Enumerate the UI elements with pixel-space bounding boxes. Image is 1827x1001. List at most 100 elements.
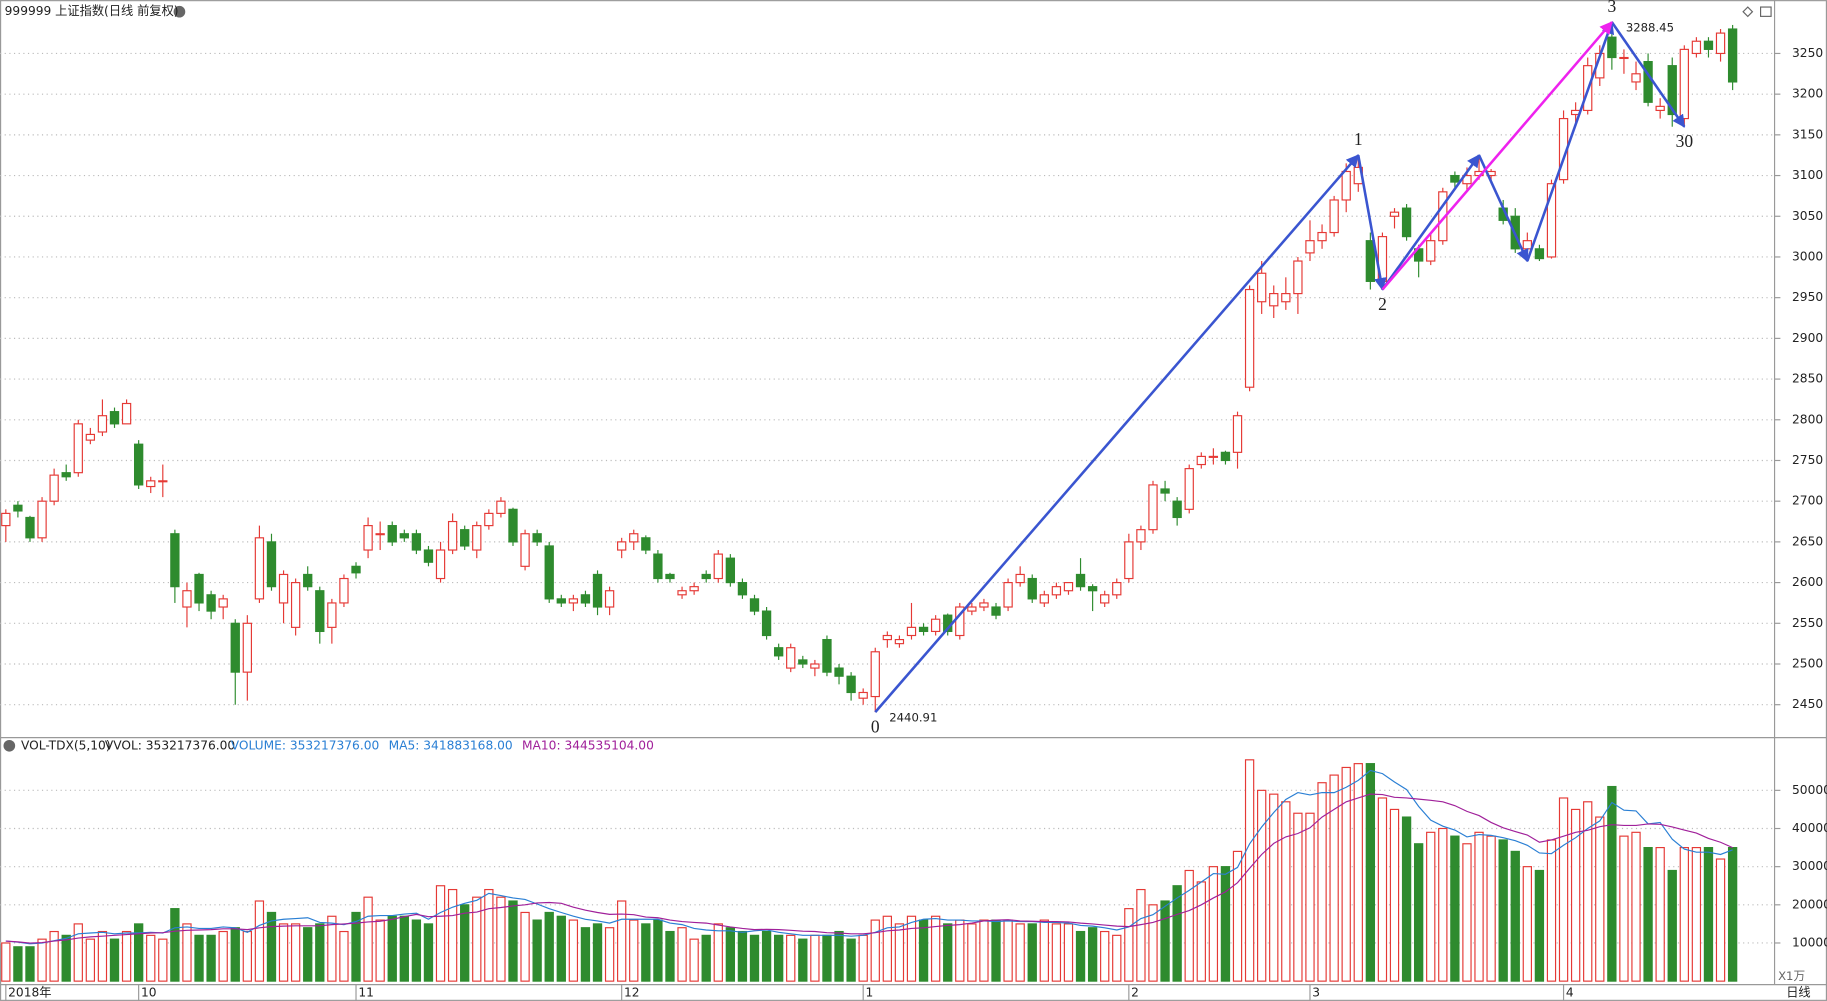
- volume-bar: [1438, 827, 1448, 982]
- candle-body: [508, 508, 518, 543]
- volume-bar: [1051, 923, 1062, 982]
- candle-body: [834, 667, 844, 677]
- volume-bar: [749, 934, 760, 982]
- menu-icon[interactable]: [173, 5, 186, 18]
- y-tick-label: 2450: [1792, 697, 1823, 711]
- candle-body: [290, 582, 301, 628]
- candle-body: [146, 480, 156, 488]
- volume-bar: [798, 938, 808, 982]
- candle-body: [472, 525, 482, 551]
- candle-body: [604, 590, 615, 608]
- candle-body: [460, 529, 470, 547]
- panel-icon[interactable]: [1760, 6, 1772, 17]
- candle-body: [1450, 174, 1460, 183]
- candle-body: [351, 565, 361, 574]
- volume-bar: [1172, 885, 1182, 982]
- volume-bar: [423, 923, 434, 982]
- candle-body: [1607, 36, 1617, 59]
- volume-bar: [1100, 930, 1110, 982]
- candle-body: [435, 549, 446, 580]
- candle-body: [1160, 488, 1170, 494]
- candle-body: [786, 647, 796, 669]
- volume-bar: [351, 911, 361, 982]
- volume-bar: [1148, 904, 1158, 982]
- candle-body: [846, 675, 856, 694]
- volume-bar: [1293, 812, 1303, 982]
- volume-bar: [61, 934, 71, 982]
- candle-body: [303, 573, 313, 588]
- wave-label: 2: [1378, 294, 1387, 314]
- volume-bar: [206, 934, 216, 982]
- volume-bar: [1075, 930, 1086, 982]
- candle-body: [1329, 199, 1339, 234]
- volume-bar: [713, 923, 723, 982]
- volume-bar: [967, 923, 977, 982]
- candle-body: [109, 411, 120, 425]
- candle-body: [665, 573, 675, 580]
- candle-body: [1281, 293, 1291, 303]
- candle-body: [423, 549, 434, 563]
- y-tick-label: 2900: [1792, 331, 1823, 345]
- x-tick-label: 3: [1312, 985, 1320, 999]
- volume-bar: [737, 930, 748, 982]
- candle-body: [121, 402, 132, 425]
- volume-bar: [218, 930, 228, 982]
- volume-bar: [1160, 900, 1170, 982]
- candle-body: [194, 573, 204, 604]
- volume-bar: [1631, 831, 1641, 982]
- candle-body: [761, 610, 772, 637]
- y-tick-label: 2950: [1792, 290, 1823, 304]
- candle-body: [1389, 211, 1400, 217]
- x-tick-label: 10: [141, 985, 157, 999]
- volume-bar: [170, 908, 180, 982]
- candle-body: [653, 553, 663, 580]
- volume-bar: [254, 900, 265, 982]
- candle-body: [979, 602, 989, 608]
- candle-body: [1136, 529, 1146, 543]
- volume-bar: [278, 923, 289, 982]
- x-tick-label: 2018年: [8, 985, 51, 999]
- candle-body: [1631, 73, 1641, 83]
- volume-bar: [943, 923, 953, 982]
- x-tick-label: 11: [358, 985, 374, 999]
- volume-bar: [701, 934, 711, 982]
- volume-bar: [955, 919, 965, 982]
- volume-bar: [290, 923, 301, 982]
- candle-body: [61, 472, 71, 478]
- volume-bar: [870, 919, 880, 982]
- volume-bar: [604, 927, 615, 982]
- volume-bar: [1607, 785, 1617, 982]
- volume-bar: [133, 923, 144, 982]
- candle-body: [1546, 183, 1557, 258]
- volume-bar: [1558, 797, 1569, 982]
- candle-body: [1269, 293, 1279, 307]
- volume-bar: [918, 919, 929, 982]
- volume-bar: [1426, 831, 1436, 982]
- volume-bar: [1486, 835, 1496, 982]
- highlight-wave: [1381, 21, 1613, 291]
- wave-arrow: [1357, 154, 1387, 291]
- menu-icon[interactable]: [3, 739, 16, 752]
- volume-bar: [568, 919, 579, 982]
- candle-body: [1184, 468, 1194, 510]
- volume-bar: [121, 930, 132, 982]
- volume-bar: [1269, 793, 1279, 982]
- candle-body: [677, 590, 687, 596]
- diamond-icon[interactable]: [1742, 6, 1754, 18]
- candle-body: [1063, 582, 1074, 592]
- volume-bar: [73, 923, 83, 982]
- candle-body: [278, 573, 289, 604]
- wave-arrow: [874, 154, 1360, 713]
- volume-bar: [930, 915, 941, 982]
- volume-bar: [460, 904, 470, 982]
- candle-body: [1112, 582, 1122, 596]
- volume-bar: [1136, 888, 1146, 982]
- volume-bar: [1329, 774, 1339, 982]
- legend-entry: MA5: 341883168.00: [389, 738, 513, 752]
- period-tab[interactable]: 日线: [1786, 985, 1810, 999]
- price-label: 2440.91: [889, 710, 937, 724]
- candle-body: [773, 647, 784, 657]
- volume-bar: [266, 911, 277, 982]
